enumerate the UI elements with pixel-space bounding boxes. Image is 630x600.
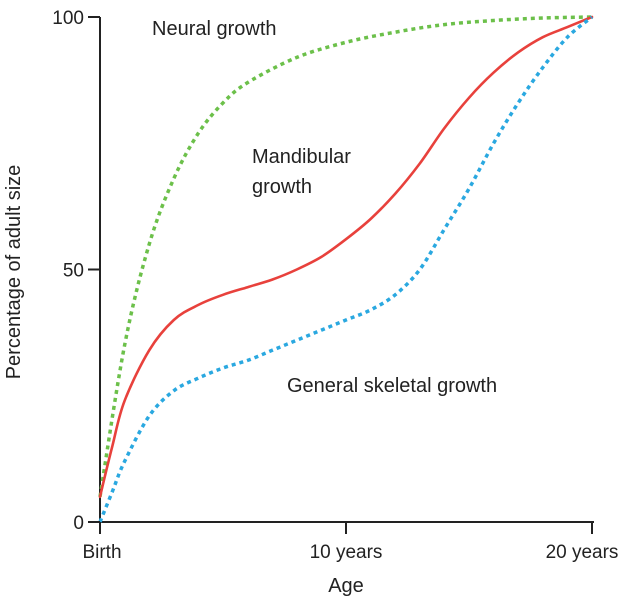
skeletal-growth-label: General skeletal growth — [287, 375, 497, 397]
y-tick-label: 0 — [73, 513, 84, 534]
plot-area: Birth 10 years 20 years 0 50 100 Neural growt… — [52, 8, 618, 563]
y-tick-label: 50 — [63, 261, 84, 282]
x-tick-label: 20 years — [546, 542, 619, 563]
neural-growth-line — [98, 15, 593, 498]
x-tick-label: Birth — [82, 542, 121, 563]
neural-growth-label: Neural growth — [152, 18, 277, 40]
mandibular-growth-line — [98, 15, 594, 499]
x-tick-label: 10 years — [310, 542, 383, 563]
mandibular-growth-label: growth — [252, 176, 312, 198]
series-layer — [98, 15, 594, 523]
y-tick-label: 100 — [52, 8, 84, 29]
y-axis-title: Percentage of adult size — [3, 165, 25, 380]
x-axis-title: Age — [328, 575, 364, 597]
skeletal-growth-line — [98, 15, 594, 523]
tick-layer: Birth 10 years 20 years 0 50 100 — [52, 8, 618, 563]
annotation-layer: Neural growth Mandibular growth General ske… — [152, 18, 497, 397]
mandibular-growth-label: Mandibular — [252, 146, 351, 168]
